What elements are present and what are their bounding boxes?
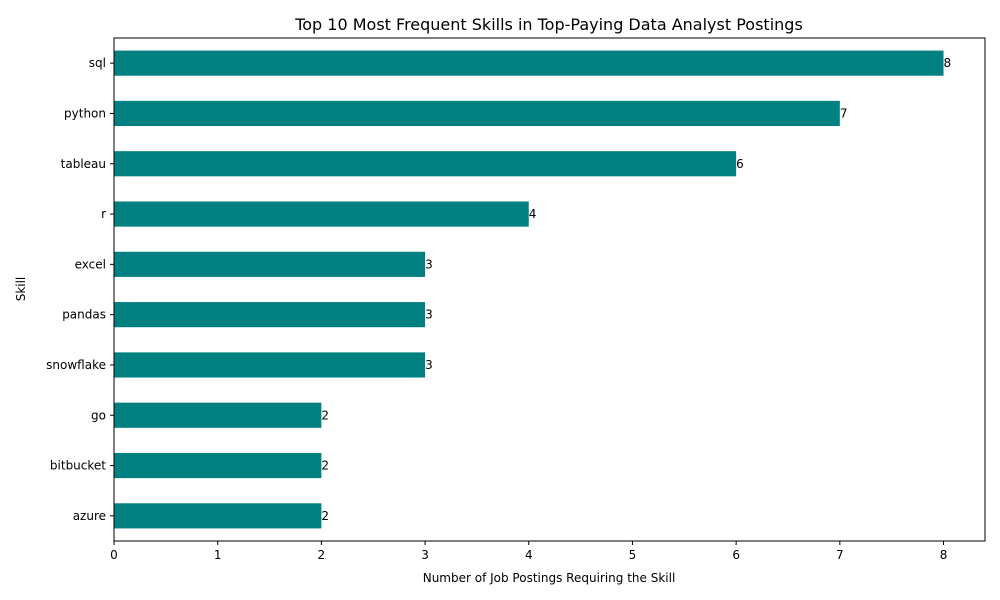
data-labels-layer: 8 7 6 4 3 3 3 2 2 2 (321, 56, 951, 523)
x-tick-label-8: 8 (940, 548, 948, 562)
x-tick-label-4: 4 (525, 548, 533, 562)
data-label-bitbucket: 2 (321, 459, 329, 473)
data-label-python: 7 (840, 106, 848, 120)
y-axis: sql python tableau r excel pandas snowflake go b… (46, 56, 114, 523)
bar-snowflake (114, 352, 426, 378)
y-tick-label-bitbucket: bitbucket (50, 459, 106, 473)
y-tick-label-r: r (101, 207, 106, 221)
data-label-tableau: 6 (736, 157, 744, 171)
chart-title: Top 10 Most Frequent Skills in Top-Payin… (294, 15, 803, 34)
bar-pandas (114, 302, 426, 328)
y-tick-label-snowflake: snowflake (46, 358, 106, 372)
x-axis: 0 1 2 3 4 5 6 7 8 (110, 541, 947, 562)
x-tick-label-0: 0 (110, 548, 118, 562)
x-tick-label-3: 3 (421, 548, 429, 562)
bar-r (114, 201, 529, 227)
data-label-sql: 8 (944, 56, 952, 70)
bar-tableau (114, 151, 737, 177)
bar-sql (114, 50, 944, 76)
x-tick-label-6: 6 (732, 548, 740, 562)
data-label-go: 2 (321, 408, 329, 422)
bars-layer (114, 50, 944, 529)
y-tick-label-pandas: pandas (62, 308, 106, 322)
data-label-azure: 2 (321, 509, 329, 523)
y-axis-label: Skill (14, 277, 28, 302)
data-label-r: 4 (529, 207, 537, 221)
y-tick-label-excel: excel (75, 257, 106, 271)
bar-bitbucket (114, 452, 322, 479)
x-tick-label-1: 1 (214, 548, 222, 562)
data-label-excel: 3 (425, 257, 433, 271)
y-tick-label-sql: sql (89, 56, 106, 70)
data-label-snowflake: 3 (425, 358, 433, 372)
y-tick-label-azure: azure (73, 509, 106, 523)
x-tick-label-5: 5 (629, 548, 637, 562)
bar-excel (114, 251, 426, 277)
y-tick-label-tableau: tableau (61, 157, 106, 171)
bar-go (114, 402, 322, 428)
data-label-pandas: 3 (425, 308, 433, 322)
bar-python (114, 100, 840, 127)
y-tick-label-go: go (91, 408, 106, 422)
y-tick-label-python: python (64, 106, 106, 120)
x-tick-label-2: 2 (318, 548, 326, 562)
x-tick-label-7: 7 (836, 548, 844, 562)
plot-frame (113, 37, 986, 542)
x-axis-label: Number of Job Postings Requiring the Ski… (423, 571, 676, 585)
bar-azure (114, 503, 322, 529)
